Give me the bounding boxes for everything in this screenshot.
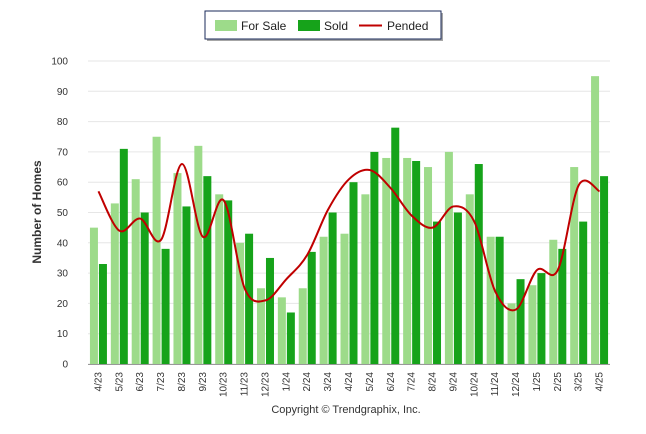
y-tick-label: 60	[57, 178, 69, 189]
bar-sold	[286, 312, 295, 364]
bar-for-sale	[89, 227, 98, 364]
x-tick-label: 11/24	[490, 372, 501, 397]
x-tick-label: 4/25	[595, 372, 606, 392]
y-axis-ticks: 0 10 20 30 40 50 60 70 80 90 100	[51, 57, 68, 371]
y-tick-label: 0	[62, 360, 68, 371]
x-tick-label: 2/24	[302, 372, 313, 392]
bar-for-sale	[507, 303, 516, 364]
bar-sold	[349, 182, 358, 364]
legend: For Sale Sold Pended	[204, 10, 443, 41]
bar-for-sale	[444, 151, 453, 364]
legend-label-sold: Sold	[324, 19, 348, 33]
bar-sold	[412, 160, 421, 364]
legend-label-for-sale: For Sale	[241, 19, 287, 33]
x-tick-label: 6/23	[135, 372, 146, 392]
bar-for-sale	[277, 297, 286, 364]
bar-sold	[307, 251, 316, 364]
x-tick-label: 4/23	[93, 372, 104, 392]
bar-for-sale	[403, 157, 412, 364]
x-tick-label: 9/23	[198, 372, 209, 392]
bar-for-sale	[591, 76, 600, 365]
bar-sold	[391, 127, 400, 364]
bar-for-sale	[486, 236, 495, 364]
x-tick-label: 11/23	[240, 372, 251, 397]
bar-sold	[140, 212, 149, 364]
bar-for-sale	[236, 242, 245, 364]
bar-sold	[245, 233, 254, 364]
bar-sold	[370, 151, 379, 364]
y-tick-label: 10	[57, 329, 69, 340]
copyright: Copyright © Trendgraphix, Inc.	[271, 404, 420, 416]
bar-sold	[516, 279, 525, 364]
x-tick-label: 4/24	[344, 372, 355, 392]
bar-for-sale	[110, 203, 119, 364]
y-tick-label: 80	[57, 117, 69, 128]
pended-line-group	[97, 163, 601, 312]
bar-sold	[98, 264, 107, 364]
bar-for-sale	[131, 179, 140, 364]
bar-sold	[537, 273, 546, 364]
legend-label-pended: Pended	[387, 19, 428, 33]
bar-for-sale	[319, 236, 328, 364]
bar-for-sale	[340, 233, 349, 364]
y-tick-label: 30	[57, 269, 69, 280]
y-tick-label: 70	[57, 147, 69, 158]
x-tick-label: 6/24	[386, 372, 397, 392]
bar-sold	[265, 257, 274, 364]
bar-for-sale	[570, 167, 579, 364]
bar-for-sale	[382, 157, 391, 364]
x-tick-label: 8/24	[428, 372, 439, 392]
x-tick-label: 5/23	[114, 372, 125, 392]
x-tick-label: 7/23	[156, 372, 167, 392]
x-tick-label: 1/24	[281, 372, 292, 392]
bar-sold	[182, 206, 191, 364]
legend-swatch-for-sale	[215, 20, 237, 31]
bar-sold	[328, 212, 337, 364]
x-tick-label: 3/24	[323, 372, 334, 392]
bar-for-sale	[194, 145, 203, 364]
bar-for-sale	[298, 288, 307, 364]
x-tick-label: 10/24	[469, 372, 480, 397]
bar-for-sale	[215, 194, 224, 364]
bar-sold	[474, 164, 483, 364]
legend-swatch-sold	[298, 20, 320, 31]
y-tick-label: 100	[51, 57, 68, 68]
pended-line	[97, 163, 601, 312]
y-tick-label: 90	[57, 87, 69, 98]
x-tick-label: 1/25	[532, 372, 543, 392]
x-tick-label: 3/25	[574, 372, 585, 392]
bar-for-sale	[173, 173, 182, 364]
bar-sold	[433, 221, 442, 364]
x-tick-label: 9/24	[448, 372, 459, 392]
bar-sold	[558, 248, 567, 364]
x-tick-label: 2/25	[553, 372, 564, 392]
x-axis-ticks: 4/23 5/23 6/23 7/23 8/23 9/23 10/23 11/23 12/23 1…	[93, 372, 605, 397]
bar-for-sale	[152, 136, 161, 364]
x-tick-label: 5/24	[365, 372, 376, 392]
x-tick-label: 7/24	[407, 372, 418, 392]
y-tick-label: 50	[57, 208, 69, 219]
x-tick-label: 12/23	[260, 372, 271, 397]
y-tick-label: 40	[57, 238, 69, 249]
bar-sold	[161, 248, 170, 364]
bar-sold	[203, 176, 212, 364]
bar-sold	[119, 148, 128, 364]
bar-for-sale	[256, 288, 265, 364]
bar-for-sale	[528, 285, 537, 364]
bar-sold	[579, 221, 588, 364]
x-tick-label: 12/24	[511, 372, 522, 397]
bar-sold	[600, 176, 609, 364]
x-tick-label: 8/23	[177, 372, 188, 392]
bar-for-sale	[424, 167, 433, 364]
bar-for-sale	[361, 194, 370, 364]
bar-for-sale	[465, 194, 474, 364]
y-tick-label: 20	[57, 299, 69, 310]
x-tick-label: 10/23	[219, 372, 230, 397]
bar-for-sale	[549, 239, 558, 364]
bars	[89, 76, 609, 365]
y-axis-label: Number of Homes	[30, 160, 44, 264]
bar-sold	[224, 200, 233, 364]
bar-sold	[453, 212, 462, 364]
